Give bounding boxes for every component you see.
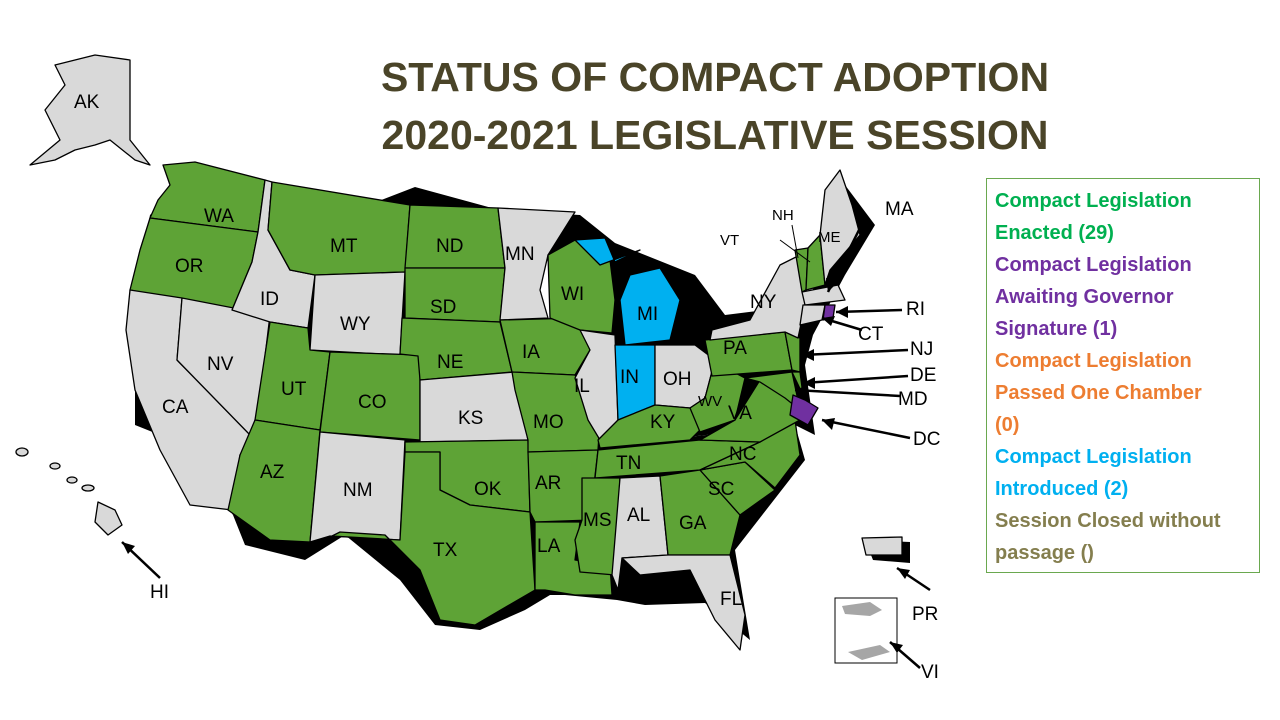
- label-WV: WV: [698, 393, 722, 410]
- state-MT[interactable]: [267, 181, 411, 276]
- state-MI[interactable]: [619, 267, 681, 346]
- state-KS[interactable]: [419, 371, 529, 443]
- label-MS: MS: [583, 510, 612, 531]
- label-MI: MI: [637, 304, 658, 325]
- label-GA: GA: [679, 513, 707, 534]
- label-WA: WA: [204, 206, 234, 227]
- label-MA: MA: [885, 199, 914, 220]
- state-MA[interactable]: [801, 284, 846, 306]
- label-WY: WY: [340, 314, 371, 335]
- label-AZ: AZ: [260, 462, 285, 483]
- label-PA: PA: [723, 338, 747, 359]
- label-IL: IL: [574, 376, 590, 397]
- states: [15, 54, 903, 664]
- state-HI[interactable]: [15, 447, 123, 536]
- state-labels: AK HI WA OR CA NV ID MT WY UT CO AZ NM N…: [74, 92, 940, 683]
- state-DC[interactable]: [789, 394, 819, 426]
- state-CT[interactable]: [799, 304, 826, 326]
- label-FL: FL: [720, 589, 742, 610]
- legend-item-enacted: Compact Legislation Enacted (29): [995, 190, 1192, 244]
- label-NC: NC: [729, 444, 756, 465]
- pointers: [121, 217, 931, 669]
- legend-item-passed-one: Compact Legislation Passed One Chamber (…: [995, 350, 1202, 436]
- label-OH: OH: [663, 369, 692, 390]
- state-AZ[interactable]: [227, 419, 321, 543]
- label-ME: ME: [818, 229, 841, 246]
- label-PR: PR: [912, 604, 938, 625]
- label-AK: AK: [74, 92, 100, 113]
- legend-item-introduced: Compact Legislation Introduced (2): [995, 446, 1192, 500]
- label-AR: AR: [535, 473, 561, 494]
- territory-PR[interactable]: [861, 536, 903, 556]
- state-AR[interactable]: [527, 449, 599, 523]
- label-ID: ID: [260, 289, 279, 310]
- state-GA[interactable]: [659, 469, 741, 556]
- label-OK: OK: [474, 479, 502, 500]
- label-KS: KS: [458, 408, 483, 429]
- label-AL: AL: [627, 505, 650, 526]
- state-ME[interactable]: [819, 169, 861, 286]
- label-CT: CT: [858, 324, 884, 345]
- label-TX: TX: [433, 540, 458, 561]
- label-SD: SD: [430, 297, 456, 318]
- label-VT: VT: [720, 232, 739, 249]
- label-MT: MT: [330, 236, 358, 257]
- label-TN: TN: [616, 453, 641, 474]
- label-NM: NM: [343, 480, 373, 501]
- territory-VI[interactable]: [842, 602, 890, 660]
- label-MD: MD: [898, 389, 928, 410]
- label-NJ: NJ: [910, 339, 933, 360]
- label-LA: LA: [537, 536, 561, 557]
- map-legend: Compact Legislation Enacted (29) Compact …: [986, 178, 1260, 573]
- label-NH: NH: [772, 207, 794, 224]
- label-IN: IN: [620, 367, 639, 388]
- label-ND: ND: [436, 236, 463, 257]
- label-HI: HI: [150, 582, 169, 603]
- label-WI: WI: [561, 284, 584, 305]
- label-OR: OR: [175, 256, 204, 277]
- label-UT: UT: [281, 379, 307, 400]
- label-CO: CO: [358, 392, 387, 413]
- label-NY: NY: [750, 292, 777, 313]
- label-VA: VA: [728, 403, 752, 424]
- legend-item-closed: Session Closed without passage (): [995, 510, 1221, 564]
- state-TX[interactable]: [331, 451, 536, 626]
- label-DC: DC: [913, 429, 940, 450]
- label-KY: KY: [650, 412, 676, 433]
- label-CA: CA: [162, 397, 189, 418]
- label-MN: MN: [505, 244, 535, 265]
- legend-item-awaiting: Compact Legislation Awaiting Governor Si…: [995, 254, 1192, 340]
- label-IA: IA: [522, 342, 540, 363]
- label-MO: MO: [533, 412, 564, 433]
- map-title: STATUS OF COMPACT ADOPTION 2020-2021 LEG…: [330, 48, 1100, 164]
- label-NV: NV: [207, 354, 234, 375]
- label-SC: SC: [708, 479, 734, 500]
- label-RI: RI: [906, 299, 925, 320]
- label-NE: NE: [437, 352, 463, 373]
- title-line-2: 2020-2021 LEGISLATIVE SESSION: [381, 112, 1049, 158]
- title-line-1: STATUS OF COMPACT ADOPTION: [380, 54, 1050, 100]
- state-MI-UP[interactable]: [574, 237, 641, 266]
- label-VI: VI: [921, 662, 939, 683]
- label-DE: DE: [910, 365, 936, 386]
- state-FL[interactable]: [621, 554, 746, 651]
- state-AK[interactable]: [29, 54, 151, 166]
- state-MN[interactable]: [497, 207, 576, 321]
